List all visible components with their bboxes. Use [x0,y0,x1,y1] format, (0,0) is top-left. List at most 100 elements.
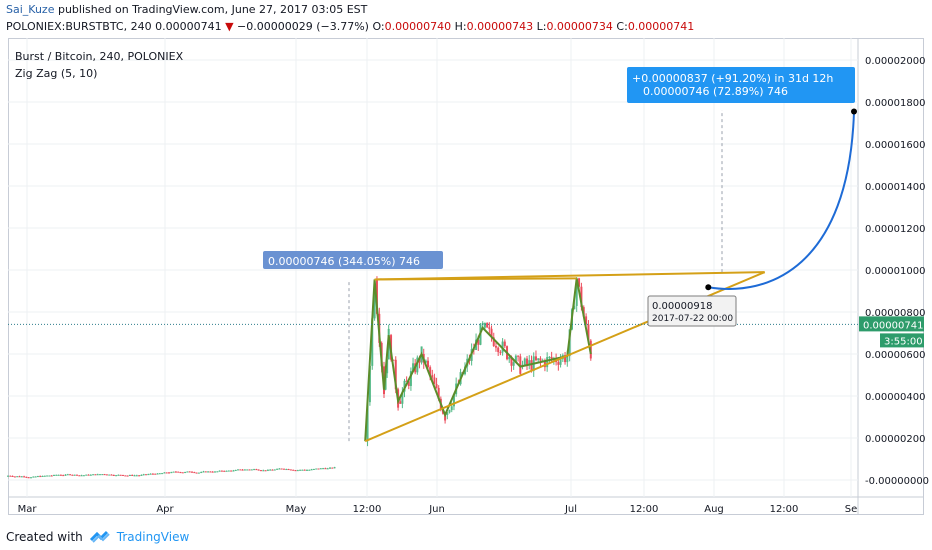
candle-body [211,471,214,473]
candle-body [225,470,228,472]
candle-body [450,406,453,411]
candle-body [394,359,397,390]
candle-body [53,474,55,476]
candle-body [585,316,588,325]
candle-body [329,467,331,469]
candle-body [534,356,537,361]
candle-body [78,475,81,477]
candle-body [481,322,484,325]
candle-body [508,356,511,360]
candle-body [27,477,30,479]
publish-text: published on TradingView.com, June 27, 2… [54,3,368,16]
x-tick-label: 12:00 [353,504,382,515]
candle-body [174,471,177,473]
candle-body [18,476,21,478]
candle-body [41,475,44,477]
candle-body [163,472,166,474]
candle-body [126,475,129,477]
candle-body [11,475,14,477]
point-tooltip-bg [647,295,737,327]
author-link[interactable]: Sai_Kuze [6,3,55,16]
candle-body [331,467,334,469]
y-tick-label: 0.00000400 [865,392,925,403]
candle-body [326,468,329,470]
candle-body [170,472,173,474]
projection-start-point [705,284,712,291]
chart-frame[interactable] [8,38,924,515]
last-price-badge-bg [859,316,924,332]
x-tick-label: Se [845,504,858,515]
candle-body [64,474,67,476]
candle-body [296,470,299,472]
candle-body [280,468,283,470]
candle-body [71,474,74,476]
candle-body [246,469,249,471]
candle-body [429,367,432,376]
candle-body [260,470,262,472]
y-tick-label: 0.00000200 [865,434,925,445]
candle-body [557,362,560,365]
x-tick-label: 12:00 [630,504,659,515]
candle-body [158,473,161,475]
candle-body [566,356,569,363]
candle-body [241,469,244,471]
candle-body [69,474,72,476]
candle-body [16,476,19,478]
candle-body [101,474,104,476]
candle-body [319,468,322,470]
candle-body [492,337,495,346]
candle-body [564,355,567,363]
open-label: O: [372,20,385,33]
candle-body [43,475,46,477]
range-label-bg [263,251,443,269]
candle-body [92,474,95,476]
price-change: −0.00000029 (−3.77%) [233,20,373,33]
candle-body [543,360,546,368]
candle-body [333,467,336,469]
candle-body [494,345,497,348]
candle-body [446,412,449,415]
candle-body [227,470,230,472]
candle-body [371,318,374,366]
candle-body [39,476,42,478]
indicator-label: Zig Zag (5, 10) [15,67,97,80]
candle-body [55,474,58,476]
candle-body [154,473,157,475]
candle-body [223,470,226,472]
candle-body [243,469,246,471]
candle-body [433,377,436,385]
tradingview-logo-icon [89,530,110,543]
symbol-prefix: POLONIEX:BURSTBTC, 240 0.00000741 [6,20,226,33]
y-tick-label: -0.00000000 [865,476,929,487]
candle-body [117,474,120,476]
y-tick-label: 0.00000600 [865,350,925,361]
tradingview-brand[interactable]: TradingView [116,530,190,544]
candle-body [220,470,223,472]
candle-body [112,474,115,476]
y-tick-label: 0.00001000 [865,266,925,277]
last-price-badge: 0.00000741 [863,320,923,331]
candle-body [32,476,35,478]
trendline [374,277,577,281]
candle-body [537,358,540,361]
candle-body [317,468,320,470]
candle-body [269,469,272,471]
candle-body [578,278,581,287]
candle-body [266,469,269,471]
candle-body [294,470,297,472]
candle-body [177,471,180,473]
candle-body [89,474,92,476]
candle-body [108,474,111,476]
y-tick-label: 0.00001800 [865,98,925,109]
candle-body [248,469,251,471]
candle-body [368,365,371,403]
y-tick-label: 0.00002000 [865,56,925,67]
candle-body [559,359,562,365]
footer: Created with TradingView [6,530,189,544]
candle-body [57,474,60,476]
target-label-1: +0.00000837 (+91.20%) in 31d 12h [632,72,833,85]
candle-body [292,469,295,471]
target-label-2: 0.00000746 (72.89%) 746 [643,85,788,98]
candle-body [405,380,408,382]
